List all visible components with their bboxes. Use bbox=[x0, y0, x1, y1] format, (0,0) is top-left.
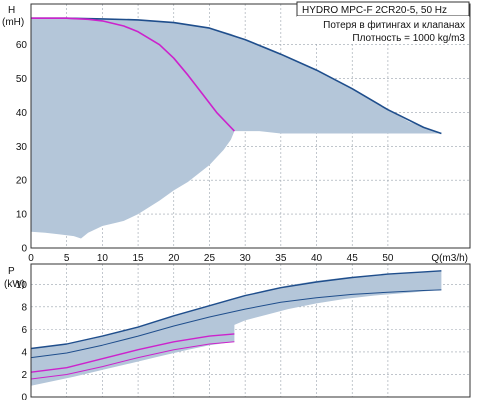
power-operating-envelope bbox=[31, 270, 442, 386]
power-chart: 0 2 4 6 8 10 P (kW) bbox=[4, 263, 471, 400]
flow-x-tick-label: 20 bbox=[168, 253, 180, 264]
power-y-label: P bbox=[8, 266, 15, 277]
flow-x-tick-label: 40 bbox=[311, 253, 323, 264]
power-curve-p1-max bbox=[30, 270, 442, 350]
flow-x-tick-label: 45 bbox=[347, 253, 359, 264]
head-y-unit: (mH) bbox=[2, 17, 24, 28]
power-y-tick-label: 6 bbox=[21, 325, 27, 336]
head-y-tick-label: 60 bbox=[16, 40, 28, 51]
power-y-tick-label: 10 bbox=[16, 280, 28, 291]
flow-x-label: Q(m3/h) bbox=[431, 253, 468, 264]
flow-x-tick-label: 50 bbox=[382, 253, 394, 264]
head-curve-max-speed bbox=[31, 17, 442, 135]
head-curve-duty bbox=[31, 17, 235, 132]
head-y-tick-label: 40 bbox=[16, 108, 28, 119]
head-y-tick-label: 30 bbox=[16, 142, 28, 153]
head-chart: 0 10 20 30 40 50 60 0 5 10 15 20 25 30 35 40 45 50 H (mH… bbox=[2, 1, 471, 264]
flow-x-tick-label: 25 bbox=[204, 253, 216, 264]
power-y-tick-label: 0 bbox=[21, 393, 27, 400]
flow-x-tick-label: 0 bbox=[28, 253, 34, 264]
head-curves bbox=[31, 17, 442, 135]
power-curve-p1-duty bbox=[30, 333, 235, 373]
power-curve-p2-duty bbox=[30, 341, 235, 380]
head-y-tick-label: 20 bbox=[16, 176, 28, 187]
flow-x-tick-label: 5 bbox=[64, 253, 70, 264]
power-curves bbox=[30, 270, 442, 380]
head-x-ticks: 0 5 10 15 20 25 30 35 40 45 50 bbox=[28, 253, 394, 264]
power-y-tick-label: 2 bbox=[21, 370, 27, 381]
power-y-tick-label: 8 bbox=[21, 302, 27, 313]
head-y-label: H bbox=[8, 5, 15, 16]
power-curve-p2-max bbox=[30, 289, 442, 359]
head-y-tick-label: 0 bbox=[21, 244, 27, 255]
flow-x-tick-label: 35 bbox=[275, 253, 287, 264]
flow-x-tick-label: 15 bbox=[133, 253, 145, 264]
head-chart-frame bbox=[30, 3, 471, 249]
power-y-tick-label: 4 bbox=[21, 347, 27, 358]
power-y-ticks: 0 2 4 6 8 10 bbox=[16, 280, 28, 400]
flow-x-tick-label: 30 bbox=[240, 253, 252, 264]
head-y-ticks: 0 10 20 30 40 50 60 bbox=[16, 40, 28, 254]
annotation-box bbox=[297, 16, 469, 43]
flow-x-tick-label: 10 bbox=[97, 253, 109, 264]
power-y-unit: (kW) bbox=[4, 279, 25, 290]
head-y-tick-label: 50 bbox=[16, 74, 28, 85]
annotation-density: Плотность = 1000 kg/m3 bbox=[352, 33, 465, 44]
power-chart-frame bbox=[30, 263, 471, 398]
head-y-tick-label: 10 bbox=[16, 210, 28, 221]
annotation-fittings-loss: Потеря в фитингах и клапанах bbox=[323, 19, 465, 31]
chart-title: HYDRO MPC-F 2CR20-5, 50 Hz bbox=[302, 5, 447, 16]
head-operating-envelope bbox=[31, 18, 442, 239]
